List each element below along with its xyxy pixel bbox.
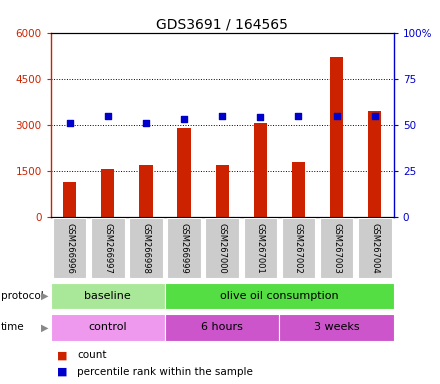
Text: GSM267001: GSM267001 (256, 223, 265, 273)
Bar (177, 128, 191, 217)
Bar (101, 169, 114, 217)
Bar (253, 123, 267, 217)
Text: GSM267002: GSM267002 (294, 223, 303, 273)
Text: GSM266998: GSM266998 (141, 223, 150, 273)
Point (180, 116, 187, 122)
FancyBboxPatch shape (53, 218, 86, 278)
Bar (330, 57, 343, 217)
Bar (292, 162, 305, 217)
FancyBboxPatch shape (129, 218, 163, 278)
Text: GSM267003: GSM267003 (332, 223, 341, 273)
Text: ■: ■ (57, 350, 68, 360)
Text: GSM267000: GSM267000 (218, 223, 227, 273)
FancyBboxPatch shape (282, 218, 315, 278)
Text: percentile rank within the sample: percentile rank within the sample (77, 367, 253, 377)
Bar (63, 182, 77, 217)
Text: GSM267004: GSM267004 (370, 223, 379, 273)
Text: GSM266997: GSM266997 (103, 223, 112, 273)
FancyBboxPatch shape (51, 314, 165, 341)
FancyBboxPatch shape (279, 314, 394, 341)
Text: ▶: ▶ (41, 291, 49, 301)
Point (257, 114, 264, 121)
Text: GSM266999: GSM266999 (180, 223, 189, 273)
Text: ▶: ▶ (41, 322, 49, 333)
Text: olive oil consumption: olive oil consumption (220, 291, 339, 301)
FancyBboxPatch shape (51, 283, 165, 309)
FancyBboxPatch shape (165, 314, 279, 341)
Point (143, 120, 150, 126)
Point (371, 113, 378, 119)
FancyBboxPatch shape (358, 218, 392, 278)
Title: GDS3691 / 164565: GDS3691 / 164565 (156, 18, 288, 31)
Text: control: control (88, 322, 127, 333)
Text: 6 hours: 6 hours (201, 322, 243, 333)
Text: protocol: protocol (1, 291, 44, 301)
Point (333, 113, 340, 119)
FancyBboxPatch shape (244, 218, 277, 278)
Point (295, 113, 302, 119)
Bar (368, 111, 381, 217)
FancyBboxPatch shape (165, 283, 394, 309)
Point (219, 113, 226, 119)
Text: 3 weeks: 3 weeks (314, 322, 359, 333)
Text: time: time (1, 322, 25, 333)
FancyBboxPatch shape (167, 218, 201, 278)
FancyBboxPatch shape (205, 218, 239, 278)
Text: baseline: baseline (84, 291, 131, 301)
Bar (139, 165, 153, 217)
FancyBboxPatch shape (320, 218, 353, 278)
FancyBboxPatch shape (91, 218, 125, 278)
Bar (216, 165, 229, 217)
Text: ■: ■ (57, 367, 68, 377)
Text: count: count (77, 350, 106, 360)
Text: GSM266996: GSM266996 (65, 223, 74, 273)
Point (66, 120, 73, 126)
Point (104, 113, 111, 119)
